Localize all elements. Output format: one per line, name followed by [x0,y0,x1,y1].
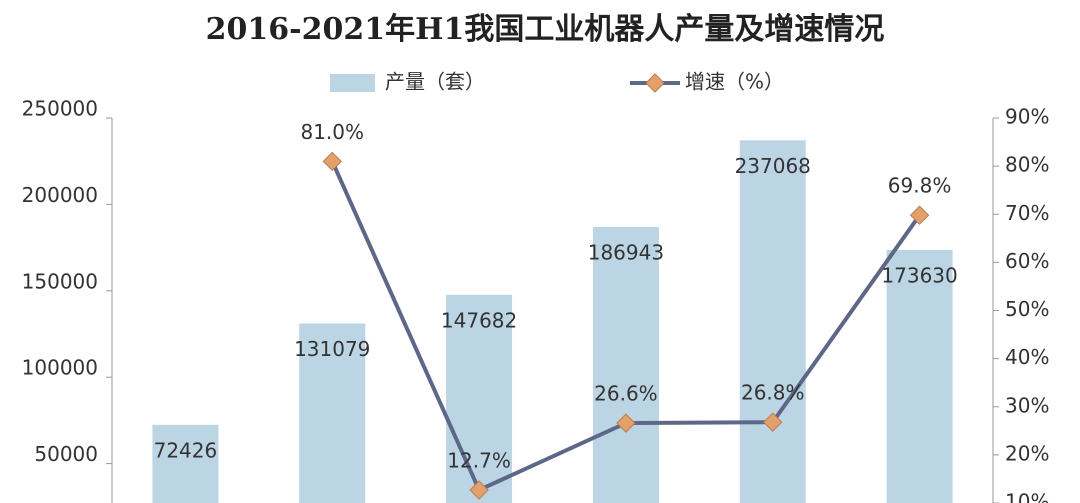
y-tick-label: 250000 [22,97,98,121]
y2-tick-label: 40% [1005,345,1049,369]
chart-title: 2016-2021年H1我国工业机器人产量及增速情况 [206,12,885,47]
bar-value-label: 72426 [154,438,218,462]
line-value-label: 69.8% [888,174,952,198]
line-marker [322,151,342,172]
y2-tick-label: 50% [1005,297,1049,321]
bar-value-label: 186943 [588,240,664,264]
bar-value-label: 237068 [735,154,811,178]
bar-value-label: 131079 [294,337,370,361]
y2-tick-label: 10% [1005,490,1049,503]
bar [299,323,366,503]
y-tick-label: 50000 [34,442,98,466]
bar [739,140,806,503]
bar [592,226,659,503]
line-value-label: 26.6% [594,382,658,406]
line-marker [616,413,636,433]
y-tick-label: 200000 [22,183,98,207]
y2-tick-label: 20% [1005,441,1049,465]
line-marker [909,205,930,225]
y2-tick-label: 30% [1005,393,1049,417]
line-marker [763,412,783,432]
bar-value-label: 147682 [441,308,517,332]
legend-label: 增速（%） [685,70,784,94]
y2-tick-label: 80% [1005,153,1049,177]
bar [446,294,513,503]
y-tick-label: 100000 [22,356,98,380]
y2-tick-label: 70% [1005,201,1049,225]
legend-swatch [330,74,375,92]
y2-tick-label: 90% [1005,105,1049,129]
line-marker [469,480,489,500]
legend-marker [645,73,665,93]
bar [152,424,219,503]
line-value-label: 26.8% [741,381,805,405]
legend-label: 产量（套） [385,70,485,94]
y2-tick-label: 60% [1005,249,1049,273]
line-value-label: 81.0% [300,120,364,144]
line-value-label: 12.7% [447,449,511,473]
bar [886,249,953,503]
bar-value-label: 173630 [881,263,957,287]
y-tick-label: 150000 [22,269,98,293]
